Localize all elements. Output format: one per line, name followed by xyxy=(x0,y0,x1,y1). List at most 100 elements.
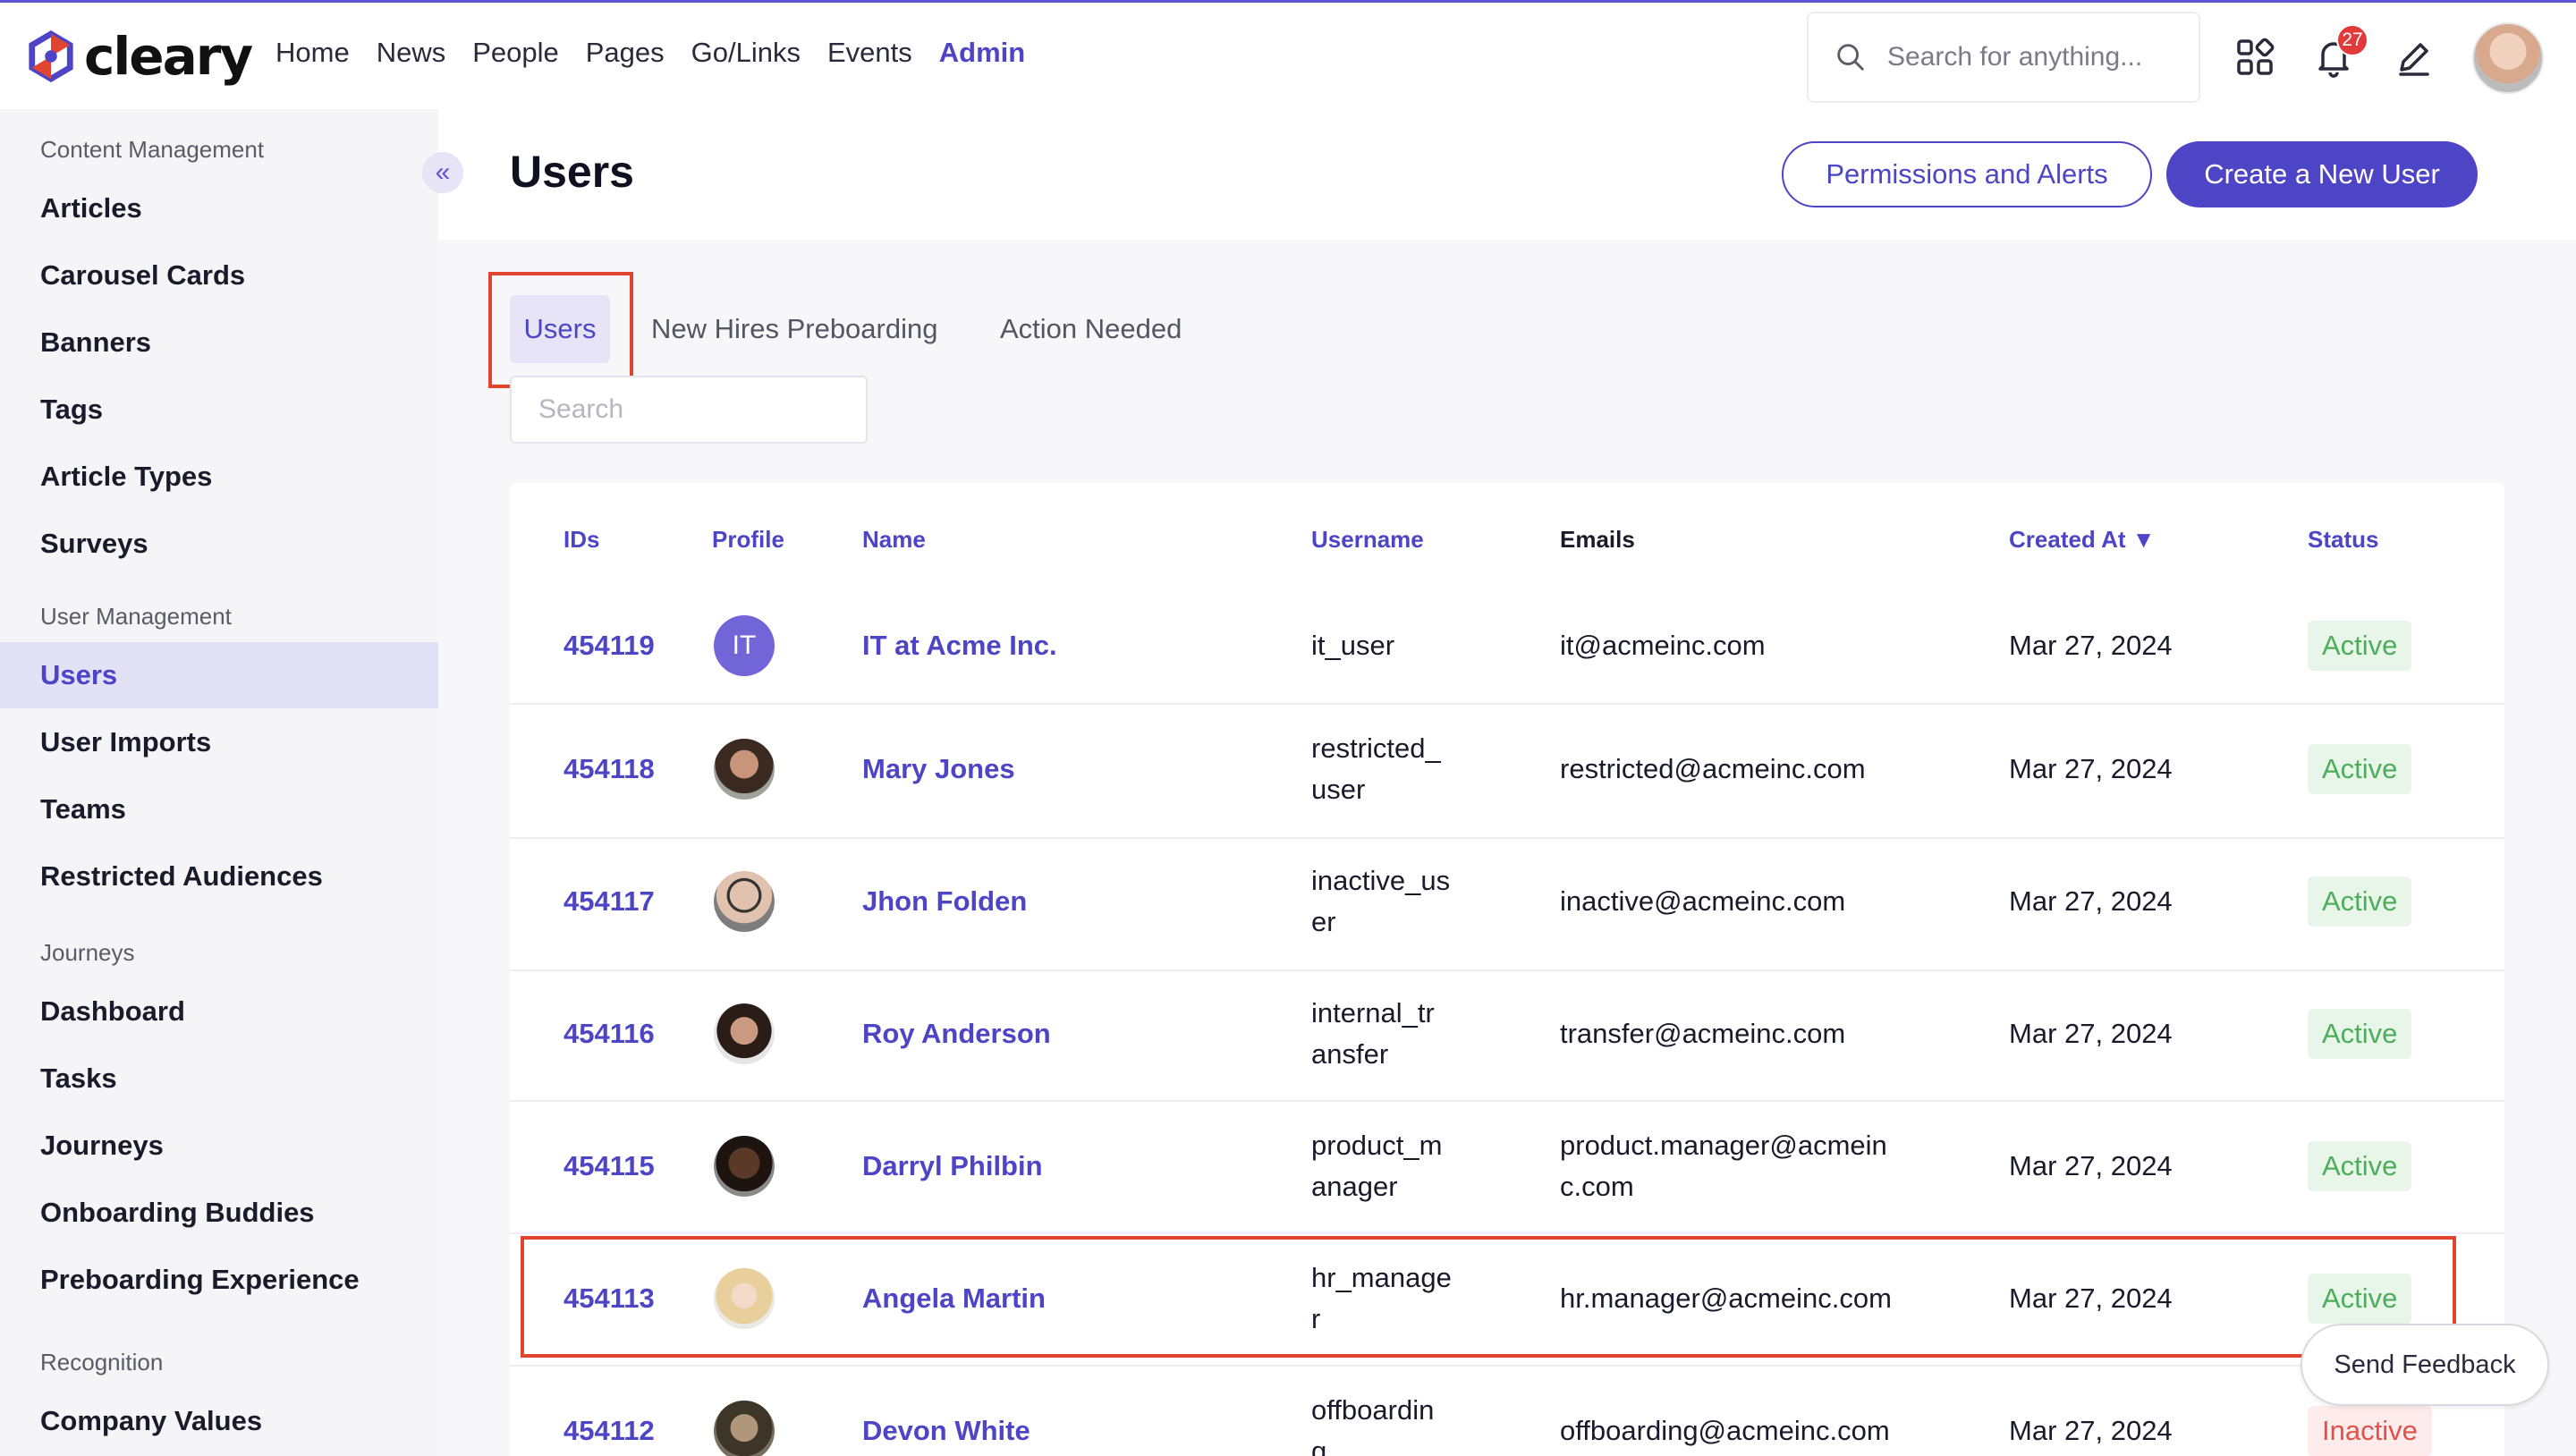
user-avatar: IT xyxy=(714,615,775,676)
sidebar-item-users[interactable]: Users xyxy=(0,642,438,708)
nav-item-pages[interactable]: Pages xyxy=(585,37,665,68)
header-created-at-label: Created At xyxy=(2009,526,2126,553)
user-id-link[interactable]: 454113 xyxy=(564,1282,655,1314)
row-divider xyxy=(510,703,2504,705)
user-avatar xyxy=(714,1401,775,1456)
username-line: g xyxy=(1311,1435,1327,1456)
status-badge: Active xyxy=(2308,744,2412,794)
user-id-link[interactable]: 454117 xyxy=(564,885,655,917)
header-name[interactable]: Name xyxy=(862,526,926,553)
user-name-link[interactable]: IT at Acme Inc. xyxy=(862,630,1057,661)
user-id-link[interactable]: 454116 xyxy=(564,1018,655,1049)
row-divider xyxy=(510,837,2504,839)
header-status[interactable]: Status xyxy=(2308,526,2379,553)
sort-desc-icon: ▼ xyxy=(2131,526,2156,553)
tab-new-hires-preboarding[interactable]: New Hires Preboarding xyxy=(651,313,938,344)
collapse-sidebar-button[interactable]: « xyxy=(422,152,463,193)
created-at-cell: Mar 27, 2024 xyxy=(2009,753,2173,784)
email-cell: it@acmeinc.com xyxy=(1560,625,1766,666)
user-name-link[interactable]: Devon White xyxy=(862,1415,1030,1446)
sidebar-item-articles[interactable]: Articles xyxy=(40,192,142,224)
edit-icon[interactable] xyxy=(2394,37,2435,78)
sidebar-item-onboarding-buddies[interactable]: Onboarding Buddies xyxy=(40,1197,315,1228)
sidebar-item-journeys[interactable]: Journeys xyxy=(40,1130,164,1161)
user-avatar xyxy=(714,1268,775,1329)
send-feedback-button[interactable]: Send Feedback xyxy=(2301,1324,2549,1406)
nav-item-home[interactable]: Home xyxy=(275,37,350,68)
user-avatar xyxy=(714,871,775,932)
nav-item-admin[interactable]: Admin xyxy=(938,37,1026,68)
header-emails: Emails xyxy=(1560,526,1635,553)
sidebar-item-article-types[interactable]: Article Types xyxy=(40,461,213,492)
email-cell: hr.manager@acmeinc.com xyxy=(1560,1278,1892,1319)
users-search-input[interactable] xyxy=(510,376,868,444)
sidebar-item-banners[interactable]: Banners xyxy=(40,326,152,358)
sidebar-item-surveys[interactable]: Surveys xyxy=(40,528,148,559)
username-line: it_user xyxy=(1311,630,1395,661)
header-ids[interactable]: IDs xyxy=(564,526,600,553)
email-line: hr.manager@acmeinc.com xyxy=(1560,1282,1892,1314)
username-line: r xyxy=(1311,1303,1321,1334)
sidebar-section-title: Journeys xyxy=(40,939,135,966)
email-line: product.manager@acmein xyxy=(1560,1130,1887,1161)
permissions-and-alerts-button[interactable]: Permissions and Alerts xyxy=(1782,141,2152,207)
sidebar-item-dashboard[interactable]: Dashboard xyxy=(40,995,185,1027)
username-line: er xyxy=(1311,906,1336,937)
username-line: restricted_ xyxy=(1311,732,1441,764)
sidebar-item-teams[interactable]: Teams xyxy=(40,793,126,825)
email-line: it@acmeinc.com xyxy=(1560,630,1766,661)
email-line: c.com xyxy=(1560,1171,1634,1202)
nav-item-news[interactable]: News xyxy=(376,37,446,68)
username-line: anager xyxy=(1311,1171,1398,1202)
user-name-link[interactable]: Angela Martin xyxy=(862,1282,1046,1314)
username-cell: restricted_user xyxy=(1311,728,1441,810)
tab-users[interactable]: Users xyxy=(510,295,610,363)
create-new-user-button[interactable]: Create a New User xyxy=(2166,141,2478,207)
user-name-link[interactable]: Mary Jones xyxy=(862,753,1015,784)
cleary-logo[interactable]: cleary xyxy=(25,26,253,87)
sidebar-item-user-imports[interactable]: User Imports xyxy=(40,726,212,758)
user-id-link[interactable]: 454115 xyxy=(564,1150,655,1181)
nav-item-events[interactable]: Events xyxy=(827,37,912,68)
created-at-cell: Mar 27, 2024 xyxy=(2009,630,2173,661)
email-line: offboarding@acmeinc.com xyxy=(1560,1415,1890,1446)
header-created-at[interactable]: Created At ▼ xyxy=(2009,526,2155,554)
username-line: product_m xyxy=(1311,1130,1443,1161)
tab-action-needed[interactable]: Action Needed xyxy=(1000,313,1182,344)
brand-name: cleary xyxy=(84,26,253,87)
sidebar-item-restricted-audiences[interactable]: Restricted Audiences xyxy=(40,860,323,892)
global-search[interactable] xyxy=(1807,12,2200,103)
user-name-link[interactable]: Darryl Philbin xyxy=(862,1150,1043,1181)
username-line: internal_tr xyxy=(1311,997,1435,1029)
top-navigation-bar: cleary Home News People Pages Go/Links Events… xyxy=(0,0,2576,109)
main-nav: Home News People Pages Go/Links Events Admin xyxy=(275,37,1052,69)
user-id-link[interactable]: 454112 xyxy=(564,1415,655,1446)
user-name-link[interactable]: Roy Anderson xyxy=(862,1018,1051,1049)
email-cell: restricted@acmeinc.com xyxy=(1560,749,1866,790)
user-id-link[interactable]: 454119 xyxy=(564,630,655,661)
sidebar-item-carousel-cards[interactable]: Carousel Cards xyxy=(40,259,246,291)
username-cell: internal_tr ansfer xyxy=(1311,993,1435,1075)
nav-item-go-links[interactable]: Go/Links xyxy=(691,37,801,68)
current-user-avatar[interactable] xyxy=(2472,22,2544,94)
user-id-link[interactable]: 454118 xyxy=(564,753,655,784)
sidebar-item-company-values[interactable]: Company Values xyxy=(40,1405,263,1436)
header-profile[interactable]: Profile xyxy=(712,526,784,553)
created-at-cell: Mar 27, 2024 xyxy=(2009,885,2173,917)
chevrons-left-icon: « xyxy=(435,157,451,187)
sidebar-item-tasks[interactable]: Tasks xyxy=(40,1062,117,1094)
global-search-input[interactable] xyxy=(1887,42,2182,72)
apps-icon[interactable] xyxy=(2234,37,2275,78)
email-cell: transfer@acmeinc.com xyxy=(1560,1013,1845,1054)
username-cell: offboardin g xyxy=(1311,1390,1434,1456)
status-badge: Active xyxy=(2308,1141,2412,1191)
username-line: user xyxy=(1311,774,1366,805)
user-name-link[interactable]: Jhon Folden xyxy=(862,885,1028,917)
email-line: inactive@acmeinc.com xyxy=(1560,885,1846,917)
sidebar-item-preboarding-experience[interactable]: Preboarding Experience xyxy=(40,1264,360,1295)
header-username[interactable]: Username xyxy=(1311,526,1424,553)
sidebar-section-title: Content Management xyxy=(40,136,265,163)
nav-item-people[interactable]: People xyxy=(472,37,559,68)
sidebar-item-tags[interactable]: Tags xyxy=(40,394,104,425)
